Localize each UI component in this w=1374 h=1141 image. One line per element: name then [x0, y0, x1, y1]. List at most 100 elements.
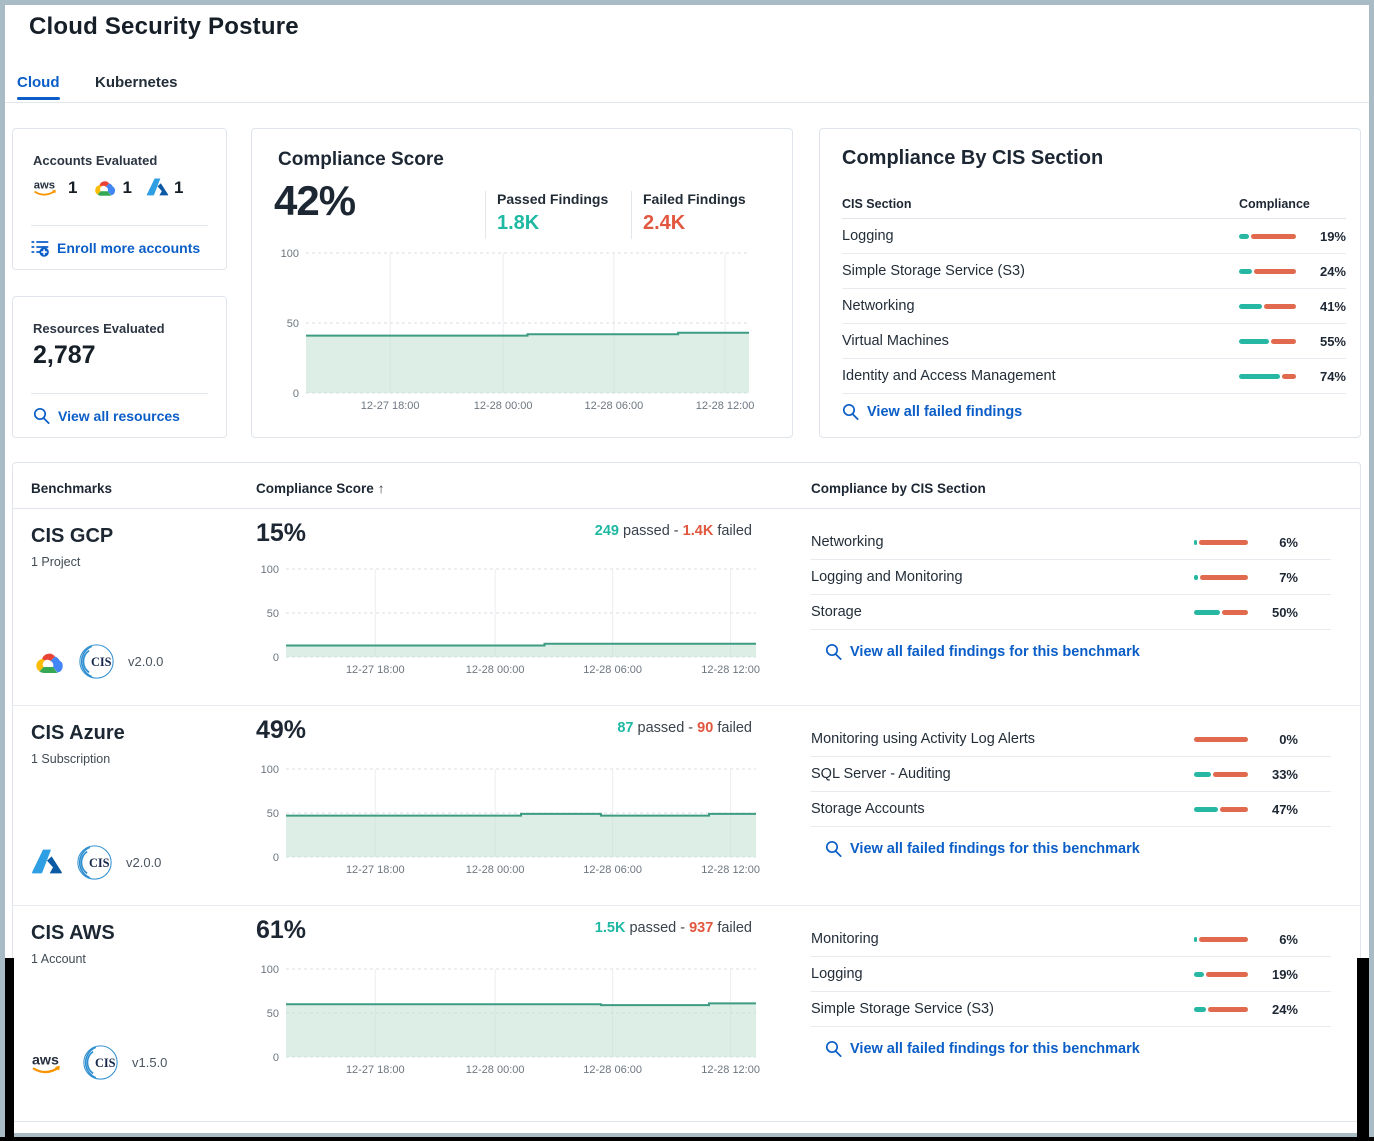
- table-row: Networking 41%: [842, 289, 1346, 324]
- passed-findings-block: Passed Findings 1.8K: [497, 191, 608, 235]
- cis-section-label: Networking: [811, 534, 884, 550]
- benchmark-score: 49%: [256, 716, 307, 744]
- compliance-percent: 24%: [1271, 1001, 1298, 1017]
- table-row: Monitoring using Activity Log Alerts 0%: [811, 722, 1331, 757]
- cis-logo-icon: CIS: [79, 644, 114, 679]
- table-row: Storage Accounts 47%: [811, 792, 1331, 827]
- cis-section-table: CIS Section Compliance Logging 19% Simpl…: [842, 189, 1346, 394]
- gcp-account-count: 1: [91, 177, 132, 198]
- failed-findings-label: Failed Findings: [643, 191, 746, 207]
- enroll-more-accounts-label: Enroll more accounts: [57, 240, 201, 256]
- enroll-more-accounts-link[interactable]: Enroll more accounts: [31, 239, 200, 257]
- failed-word: failed: [713, 523, 752, 539]
- compliance-bar: [1194, 736, 1248, 742]
- benchmark-logos: CIS v2.0.0: [31, 643, 163, 680]
- svg-text:12-28 06:00: 12-28 06:00: [583, 864, 642, 876]
- failed-findings-block: Failed Findings 2.4K: [643, 191, 746, 235]
- benchmark-scope: 1 Subscription: [31, 752, 111, 766]
- table-row: Networking 6%: [811, 525, 1331, 560]
- aws-account-count: aws 1: [33, 177, 78, 198]
- accounts-evaluated-title: Accounts Evaluated: [33, 153, 158, 168]
- search-icon: [33, 407, 50, 424]
- compliance-by-cis-section-column-header: Compliance by CIS Section: [811, 481, 986, 496]
- benchmark-scope: 1 Account: [31, 952, 86, 966]
- resources-evaluated-title: Resources Evaluated: [33, 321, 165, 336]
- cis-table-header: CIS Section Compliance: [842, 189, 1346, 219]
- view-all-resources-link[interactable]: View all resources: [33, 407, 180, 424]
- compliance-percent: 50%: [1271, 604, 1298, 620]
- svg-text:CIS: CIS: [95, 1056, 116, 1070]
- compliance-bar: [1194, 936, 1248, 942]
- table-row: Virtual Machines 55%: [842, 324, 1346, 359]
- svg-text:0: 0: [273, 852, 279, 864]
- svg-text:12-28 12:00: 12-28 12:00: [701, 864, 760, 876]
- cis-section-label: Logging: [811, 966, 863, 982]
- compliance-percent: 74%: [1319, 368, 1346, 384]
- table-row: Simple Storage Service (S3) 24%: [842, 254, 1346, 289]
- cis-azure-trend-chart[interactable]: 100 50 0 12-27 18:00 12-28 00:00 12-28 06:00 1…: [254, 763, 764, 879]
- divider: [631, 191, 632, 239]
- benchmark-row-cis-aws: CIS AWS 1 Account aws CIS v1.5.0 61% 1.5…: [13, 906, 1360, 1123]
- passed-failed-summary: 1.5K passed - 937 failed: [256, 920, 752, 936]
- cis-logo-icon: CIS: [83, 1045, 118, 1080]
- gcp-logo-icon: [95, 181, 116, 196]
- aws-logo-icon: aws: [32, 1052, 60, 1073]
- cis-aws-trend-chart[interactable]: 100 50 0 12-27 18:00 12-28 00:00 12-28 06:00 1…: [254, 963, 764, 1079]
- svg-text:100: 100: [261, 764, 279, 776]
- compliance-bar: [1194, 806, 1248, 812]
- compliance-bar: [1239, 233, 1296, 239]
- tab-bar: Cloud Kubernetes: [5, 70, 1369, 103]
- azure-logo-icon: [32, 849, 62, 873]
- view-failed-findings-benchmark-label: View all failed findings for this benchm…: [850, 840, 1140, 857]
- benchmark-name: CIS GCP: [31, 525, 114, 547]
- cis-logo-icon: CIS: [77, 845, 112, 880]
- passed-failed-summary: 249 passed - 1.4K failed: [256, 523, 752, 539]
- failed-count: 90: [697, 720, 714, 736]
- passed-count: 1.5K: [594, 920, 626, 936]
- svg-text:12-28 12:00: 12-28 12:00: [701, 664, 760, 676]
- view-failed-findings-benchmark-link[interactable]: View all failed findings for this benchm…: [825, 643, 1331, 660]
- table-row: Simple Storage Service (S3) 24%: [811, 992, 1331, 1027]
- tab-kubernetes[interactable]: Kubernetes: [95, 74, 178, 91]
- svg-text:CIS: CIS: [91, 655, 112, 669]
- compliance-bar: [1194, 574, 1248, 580]
- search-icon: [825, 643, 842, 660]
- screenshot-artifact: [0, 1137, 1374, 1141]
- failed-word: failed: [713, 920, 752, 936]
- passed-findings-label: Passed Findings: [497, 191, 609, 207]
- svg-text:100: 100: [261, 964, 279, 976]
- screenshot-artifact: [5, 958, 14, 1141]
- cis-section-label: Logging: [842, 228, 894, 244]
- compliance-by-cis-section-card: Compliance By CIS Section CIS Section Co…: [819, 128, 1361, 438]
- accounts-provider-counts: aws 1 1 1: [33, 177, 184, 198]
- divider: [485, 191, 486, 239]
- benchmark-name: CIS Azure: [31, 722, 125, 744]
- compliance-score-trend-chart[interactable]: 100 50 0 12-27 18:00 12-28 00:00 12-28 06:00 1…: [274, 247, 757, 415]
- compliance-percent: 24%: [1319, 263, 1346, 279]
- view-failed-findings-benchmark-link[interactable]: View all failed findings for this benchm…: [825, 840, 1331, 857]
- divider: [31, 393, 208, 394]
- svg-text:aws: aws: [32, 1052, 59, 1068]
- svg-text:12-27 18:00: 12-27 18:00: [346, 664, 405, 676]
- benchmark-sections: Networking 6% Logging and Monitoring 7% …: [811, 525, 1331, 660]
- benchmark-version: v1.5.0: [132, 1055, 168, 1070]
- svg-text:0: 0: [273, 652, 279, 664]
- cis-section-label: Monitoring using Activity Log Alerts: [811, 731, 1036, 747]
- compliance-percent: 47%: [1271, 801, 1298, 817]
- view-failed-findings-benchmark-link[interactable]: View all failed findings for this benchm…: [825, 1040, 1331, 1057]
- compliance-bar: [1194, 609, 1248, 615]
- benchmark-logos: aws CIS v1.5.0: [31, 1044, 167, 1081]
- view-all-failed-findings-link[interactable]: View all failed findings: [842, 403, 1022, 420]
- search-icon: [825, 840, 842, 857]
- cis-section-label: Identity and Access Management: [842, 368, 1056, 384]
- benchmarks-column-header: Benchmarks: [31, 481, 113, 496]
- failed-word: failed: [713, 720, 752, 736]
- benchmark-version: v2.0.0: [126, 855, 162, 870]
- cis-section-label: Simple Storage Service (S3): [811, 1001, 994, 1017]
- compliance-score-column-header[interactable]: Compliance Score ↑: [256, 481, 385, 496]
- compliance-percent: 6%: [1279, 931, 1298, 947]
- cis-gcp-trend-chart[interactable]: 100 50 0 12-27 18:00 12-28 00:00 12-28 06:00 1…: [254, 563, 764, 679]
- resources-count: 2,787: [33, 341, 96, 369]
- tab-cloud[interactable]: Cloud: [17, 74, 60, 100]
